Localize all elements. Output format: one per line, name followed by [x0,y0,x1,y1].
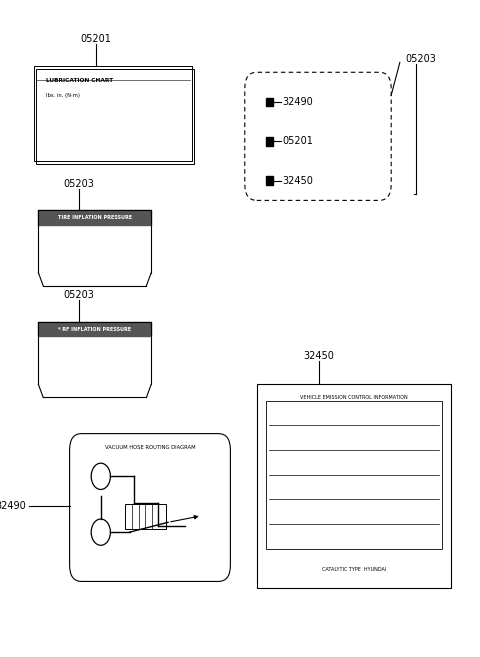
Polygon shape [266,98,273,106]
Text: 05201: 05201 [81,34,111,44]
Text: 32450: 32450 [304,351,335,361]
Text: 05203: 05203 [64,290,95,300]
Text: 05201: 05201 [282,136,313,147]
Text: 32490: 32490 [0,501,26,511]
Text: 05203: 05203 [64,179,95,189]
Polygon shape [38,210,151,225]
Text: CATALYTIC TYPE  HYUNDAI: CATALYTIC TYPE HYUNDAI [322,566,386,572]
Polygon shape [38,322,151,336]
Text: TIRE INFLATION PRESSURE: TIRE INFLATION PRESSURE [58,215,132,220]
Polygon shape [266,137,273,146]
Text: * RF INFLATION PRESSURE: * RF INFLATION PRESSURE [58,327,132,332]
Polygon shape [266,177,273,185]
Text: 32490: 32490 [282,97,313,107]
Text: LUBRICATION CHART: LUBRICATION CHART [46,78,113,83]
Text: 05203: 05203 [406,54,436,64]
Text: 32450: 32450 [282,175,313,186]
Text: VACUUM HOSE ROUTING DIAGRAM: VACUUM HOSE ROUTING DIAGRAM [105,445,195,451]
Text: lbs. in. (N·m): lbs. in. (N·m) [46,93,80,99]
Text: VEHICLE EMISSION CONTROL INFORMATION: VEHICLE EMISSION CONTROL INFORMATION [300,395,408,400]
